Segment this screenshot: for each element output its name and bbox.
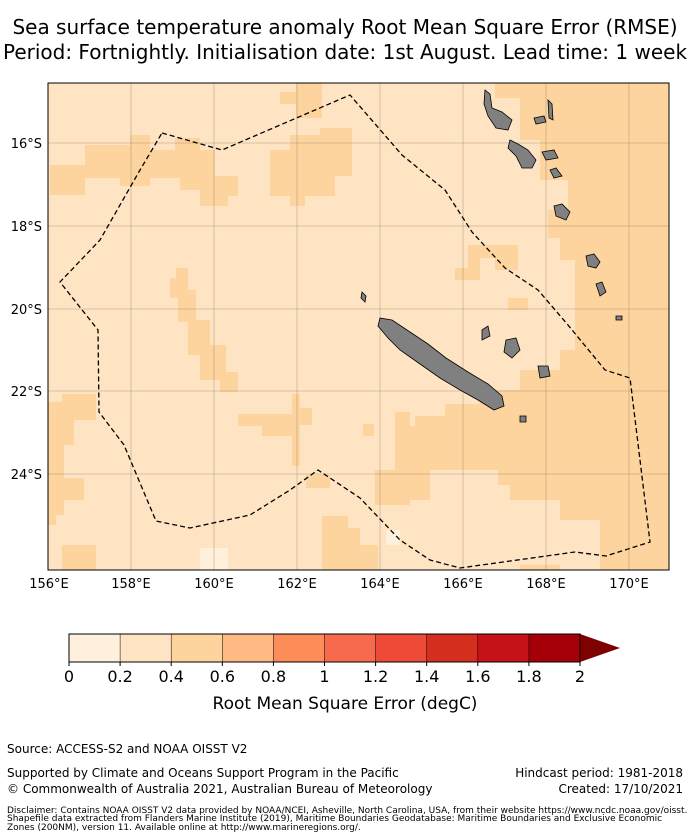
colorbar-swatch <box>119 633 172 663</box>
disclaimer-line-1: Disclaimer: Contains NOAA OISST V2 data … <box>7 806 688 816</box>
lat-tick: 20°S <box>11 303 42 318</box>
colorbar-tick-label: 1.2 <box>363 667 388 686</box>
rmse-patch <box>520 565 560 570</box>
colorbar-tick-label: 0.8 <box>261 667 286 686</box>
lon-tick: 162°E <box>277 577 317 592</box>
disclaimer-line-2: Shapefile data extracted from Flanders M… <box>7 814 663 824</box>
lat-tick: 24°S <box>11 468 42 483</box>
colorbar-tick-label: 1.8 <box>516 667 541 686</box>
lon-tick: 166°E <box>443 577 483 592</box>
island-land <box>541 149 559 161</box>
colorbar-swatch <box>528 633 581 663</box>
island-land <box>547 98 554 121</box>
erromango-land <box>585 253 601 269</box>
island-land <box>549 167 563 179</box>
rmse-patch <box>375 83 669 570</box>
colorbar-label: Root Mean Square Error (degC) <box>213 694 478 714</box>
rmse-patches-0-0.2 <box>200 530 400 570</box>
colorbar-tick-label: 0.6 <box>210 667 235 686</box>
colorbar-swatch <box>222 633 275 663</box>
island-land <box>533 115 547 125</box>
land-masses <box>360 89 623 423</box>
rmse-patch <box>50 135 238 206</box>
colorbar-tick-label: 0.2 <box>107 667 132 686</box>
lifou-land <box>503 337 521 359</box>
colorbar-tick-label: 1.6 <box>465 667 490 686</box>
colorbar-extend-arrow <box>580 634 620 662</box>
island-land <box>360 291 367 303</box>
lon-tick: 164°E <box>360 577 400 592</box>
rmse-patch <box>386 530 400 545</box>
map-subtitle: Period: Fortnightly. Initialisation date… <box>2 40 688 64</box>
lat-tick: 22°S <box>11 385 42 400</box>
rmse-patch <box>322 516 378 570</box>
rmse-patches-0.4-0.6 <box>48 83 669 570</box>
efate-land <box>553 203 571 221</box>
colorbar: 0 0.2 0.4 0.6 0.8 1 1.2 1.4 1.6 1.8 2 Root Mean Sq… <box>64 633 620 714</box>
rmse-patch <box>363 424 374 436</box>
new-caledonia-land <box>377 317 505 411</box>
lat-tick: 18°S <box>11 220 42 235</box>
malakula-land <box>507 139 537 169</box>
hindcast-period: Hindcast period: 1981-2018 <box>515 766 683 780</box>
colorbar-swatches <box>68 633 581 663</box>
colorbar-tick-label: 0 <box>64 667 74 686</box>
colorbar-swatch <box>426 633 479 663</box>
copyright-text: © Commonwealth of Australia 2021, Austra… <box>7 782 433 796</box>
supported-text: Supported by Climate and Oceans Support … <box>7 766 399 780</box>
rmse-patch <box>306 475 330 488</box>
lon-axis: 156°E 158°E 160°E 162°E 164°E 166°E 168°… <box>29 577 649 592</box>
rmse-patch <box>270 128 352 206</box>
colorbar-swatch <box>68 633 121 663</box>
rmse-patch <box>48 394 96 525</box>
disclaimer-line-3: Zones (200NM), version 11. Available onl… <box>7 823 361 833</box>
map-panel <box>47 82 670 571</box>
espiritu-santo-land <box>483 89 513 131</box>
rmse-patch <box>280 83 322 118</box>
created-date: Created: 17/10/2021 <box>558 782 683 796</box>
colorbar-swatch <box>375 633 428 663</box>
lon-tick: 158°E <box>111 577 151 592</box>
rmse-patch <box>62 545 96 570</box>
lat-tick: 16°S <box>11 137 42 152</box>
eez-boundary <box>59 94 651 569</box>
rmse-patch <box>455 245 518 280</box>
colorbar-swatch <box>273 633 326 663</box>
colorbar-tick-label: 1.4 <box>414 667 439 686</box>
colorbar-tick-label: 2 <box>575 667 585 686</box>
isle-of-pines-land <box>519 415 527 423</box>
lon-tick: 168°E <box>526 577 566 592</box>
colorbar-swatch <box>477 633 530 663</box>
lon-tick: 156°E <box>29 577 69 592</box>
map-title: Sea surface temperature anomaly Root Mea… <box>12 15 678 39</box>
source-text: Source: ACCESS-S2 and NOAA OISST V2 <box>7 742 248 756</box>
lon-tick: 160°E <box>194 577 234 592</box>
colorbar-ticks: 0 0.2 0.4 0.6 0.8 1 1.2 1.4 1.6 1.8 2 <box>64 662 585 686</box>
mare-land <box>537 365 551 379</box>
colorbar-swatch <box>324 633 377 663</box>
aneityum-land <box>615 315 623 321</box>
lon-tick: 170°E <box>609 577 649 592</box>
lat-axis: 16°S 18°S 20°S 22°S 24°S <box>11 137 42 483</box>
rmse-patch <box>170 268 238 392</box>
colorbar-tick-label: 0.4 <box>158 667 183 686</box>
rmse-patch <box>395 412 415 440</box>
rmse-patch <box>238 394 312 466</box>
ouvea-land <box>481 325 491 341</box>
colorbar-tick-label: 1 <box>319 667 329 686</box>
map-frame <box>47 82 670 571</box>
rmse-patch <box>200 548 228 570</box>
tanna-land <box>595 281 607 297</box>
colorbar-swatch <box>170 633 224 663</box>
rmse-patch <box>508 298 528 310</box>
map-figure: 16°S 18°S 20°S 22°S 24°S 156°E 158°E 160… <box>11 82 670 714</box>
